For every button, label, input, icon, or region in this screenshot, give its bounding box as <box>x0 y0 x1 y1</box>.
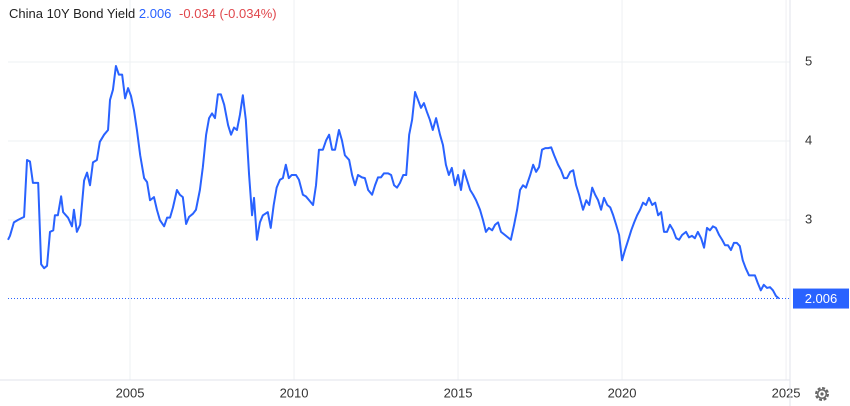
title: China 10Y Bond Yield <box>9 6 136 21</box>
series-line <box>7 64 780 300</box>
gear-hub <box>820 392 824 396</box>
header: China 10Y Bond Yield 2.006 -0.034 (-0.03… <box>9 6 277 21</box>
y-tick-label: 5 <box>805 53 812 68</box>
y-tick-label: 3 <box>805 211 812 226</box>
last-value-label: 2.006 <box>805 291 838 306</box>
gear-teeth <box>815 387 829 401</box>
x-tick-label: 2015 <box>444 385 473 400</box>
last-value-box <box>793 288 849 309</box>
x-tick-label: 2005 <box>116 385 145 400</box>
settings-icon[interactable] <box>815 387 829 401</box>
gear-body <box>816 388 828 400</box>
x-tick-label: 2025 <box>772 385 801 400</box>
header-value: 2.006 <box>138 6 172 21</box>
header-change: -0.034 (-0.034%) <box>179 6 277 21</box>
x-tick-label: 2020 <box>608 385 637 400</box>
x-tick-label: 2010 <box>280 385 309 400</box>
y-tick-label: 4 <box>805 132 812 147</box>
